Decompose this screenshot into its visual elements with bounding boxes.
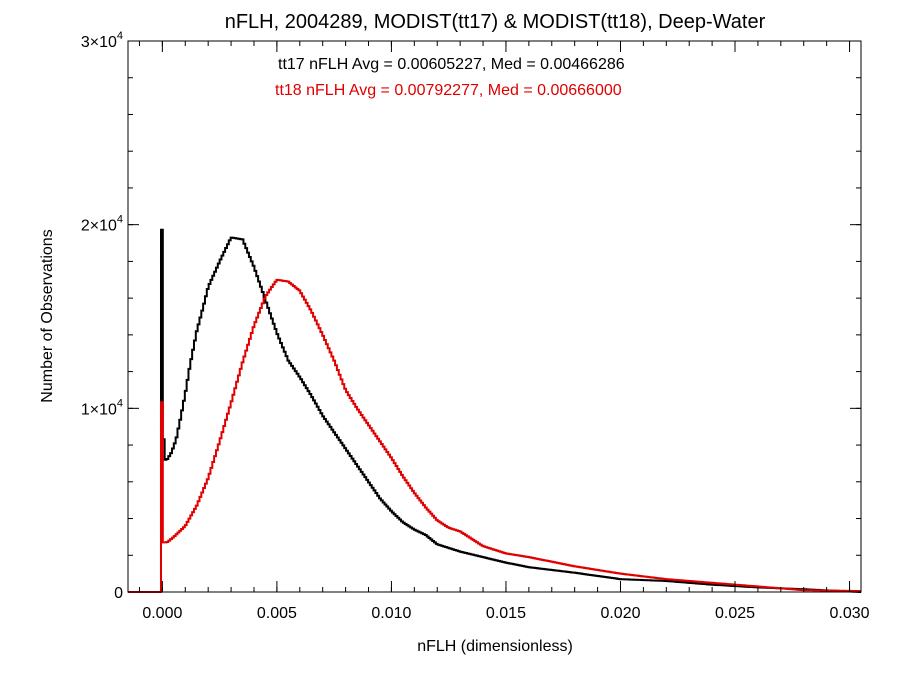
x-tick-label: 0.000 bbox=[142, 605, 182, 622]
x-tick-label: 0.010 bbox=[371, 605, 411, 622]
x-axis: 0.000 0.005 0.010 0.015 0.020 0.025 0.030 bbox=[138, 41, 870, 622]
x-tick-label: 0.025 bbox=[715, 605, 755, 622]
y-axis: 0 1×104 2×104 3×104 bbox=[81, 30, 861, 602]
y-tick-label: 3×104 bbox=[81, 30, 123, 51]
plot-frame bbox=[127, 40, 862, 593]
chart-title: nFLH, 2004289, MODIST(tt17) & MODIST(tt1… bbox=[225, 11, 766, 33]
y-tick-label: 0 bbox=[114, 585, 123, 602]
x-tick-label: 0.005 bbox=[257, 605, 297, 622]
y-tick-label: 1×104 bbox=[81, 397, 123, 418]
series-line-0 bbox=[128, 228, 861, 593]
annotation-tt17: tt17 nFLH Avg = 0.00605227, Med = 0.0046… bbox=[278, 56, 625, 73]
y-axis-label: Number of Observations bbox=[39, 229, 56, 402]
x-axis-label: nFLH (dimensionless) bbox=[417, 638, 573, 655]
x-tick-label: 0.015 bbox=[486, 605, 526, 622]
annotation-tt18: tt18 nFLH Avg = 0.00792277, Med = 0.0066… bbox=[275, 82, 622, 99]
series-layer bbox=[128, 228, 861, 593]
series-line-1 bbox=[128, 278, 861, 593]
x-tick-label: 0.030 bbox=[830, 605, 870, 622]
y-tick-label: 2×104 bbox=[81, 214, 123, 235]
x-tick-label: 0.020 bbox=[600, 605, 640, 622]
